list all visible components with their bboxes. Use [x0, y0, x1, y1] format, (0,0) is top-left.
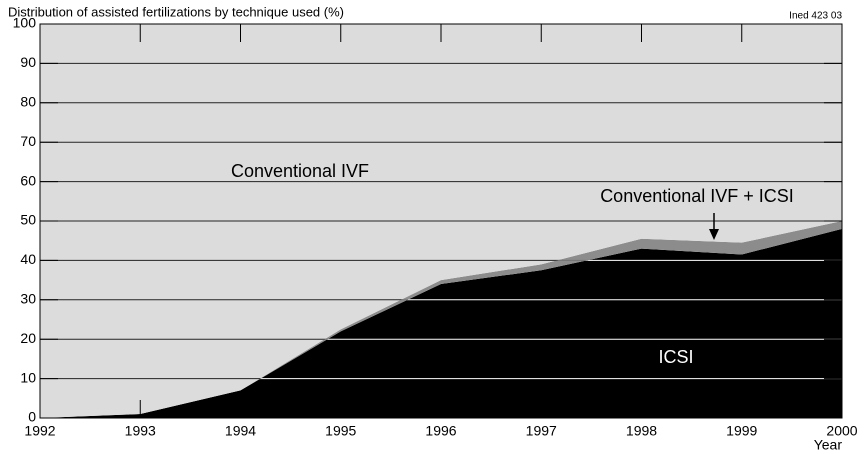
chart-title: Distribution of assisted fertilizations …: [8, 4, 344, 19]
source-note: Ined 423 03: [789, 11, 842, 22]
axes: 0 10 20 30 40 50 60 70 80 90 100 1992 1993 1994 1995 19…: [13, 15, 858, 439]
series-label: Conventional IVF: [231, 161, 369, 181]
x-tick-label: 1996: [425, 423, 456, 439]
y-tick-label: 30: [20, 291, 36, 307]
x-tick-label: 1997: [526, 423, 557, 439]
y-tick-label: 60: [20, 172, 36, 188]
y-tick-label: 20: [20, 330, 36, 346]
grid: [40, 62, 842, 380]
x-tick-label: 1993: [125, 423, 156, 439]
y-tick-label: 0: [28, 409, 36, 425]
y-tick-label: 100: [13, 15, 37, 31]
x-tick-label: 2000: [826, 423, 857, 439]
x-tick-label: 1999: [726, 423, 757, 439]
y-tick-label: 90: [20, 54, 36, 70]
x-tick-label: 1992: [24, 423, 55, 439]
x-tick-label: 1994: [225, 423, 256, 439]
y-tick-label: 40: [20, 251, 36, 267]
y-tick-label: 70: [20, 133, 36, 149]
labels: ICSI Conventional IVF + ICSI Conventional …: [231, 161, 794, 367]
y-tick-label: 80: [20, 94, 36, 110]
y-tick-label: 50: [20, 212, 36, 228]
x-tick-label: 1995: [325, 423, 356, 439]
area: [40, 221, 842, 418]
x-tick-label: 1998: [626, 423, 657, 439]
series-label: ICSI: [658, 347, 693, 367]
y-tick-label: 10: [20, 369, 36, 385]
x-axis-label: Year: [814, 437, 843, 453]
series-label: Conventional IVF + ICSI: [600, 186, 794, 206]
plot-frame: [39, 23, 843, 419]
arrow-head: [709, 229, 719, 240]
area: [40, 228, 842, 418]
